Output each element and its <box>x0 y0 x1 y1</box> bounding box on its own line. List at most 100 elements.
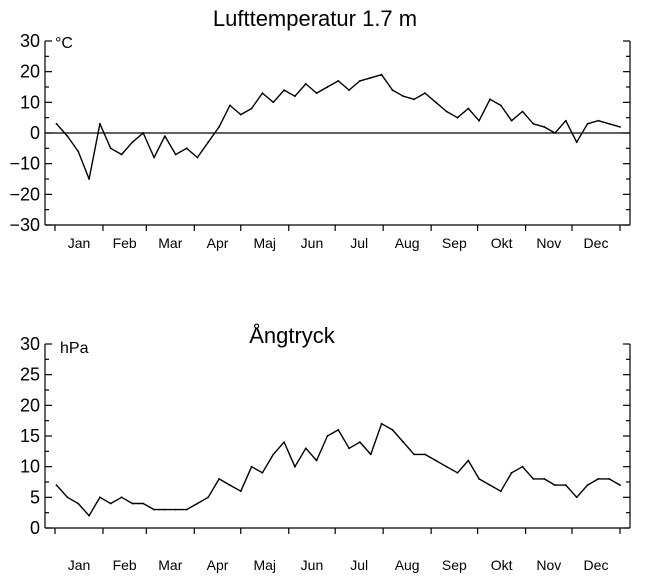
y-tick-label: 10 <box>20 92 40 112</box>
y-tick-label: 0 <box>30 518 40 538</box>
y-tick-label: 15 <box>20 426 40 446</box>
data-point <box>283 441 285 443</box>
data-point <box>131 141 134 144</box>
data-point <box>239 490 242 493</box>
data-point <box>99 496 101 499</box>
data-point <box>413 453 415 456</box>
data-point <box>543 126 546 128</box>
data-point <box>66 496 69 499</box>
data-point <box>489 484 491 486</box>
data-point <box>304 83 307 85</box>
data-point <box>359 80 361 82</box>
data-point <box>499 490 502 493</box>
data-point <box>597 119 600 122</box>
data-point <box>445 110 448 113</box>
data-point <box>326 86 329 88</box>
data-point <box>250 465 253 468</box>
data-point <box>608 478 611 480</box>
data-point <box>153 156 156 159</box>
unit-label: hPa <box>60 340 89 357</box>
data-point <box>109 147 112 150</box>
data-point <box>164 135 166 138</box>
data-point <box>207 496 210 499</box>
data-point <box>456 471 459 474</box>
month-label: Nov <box>536 235 561 251</box>
month-label: Maj <box>253 557 276 573</box>
data-point <box>619 484 621 486</box>
month-label: Jun <box>301 235 324 251</box>
data-point <box>510 471 513 474</box>
data-point <box>164 508 166 511</box>
data-point <box>619 126 621 128</box>
data-point <box>413 98 415 101</box>
data-point <box>499 104 502 107</box>
unit-label: °C <box>55 35 73 52</box>
data-point <box>88 514 90 517</box>
data-point <box>434 101 437 104</box>
data-point <box>99 122 101 125</box>
y-tick-label: 20 <box>20 395 40 415</box>
month-label: Nov <box>536 557 561 573</box>
y-tick-label: 20 <box>20 62 40 82</box>
month-label: Jul <box>350 557 368 573</box>
y-tick-label: 10 <box>20 457 40 477</box>
data-point <box>467 107 470 110</box>
data-point <box>207 141 210 144</box>
data-point <box>304 447 307 450</box>
data-point <box>174 153 177 156</box>
data-point <box>424 453 426 456</box>
data-point <box>608 122 611 125</box>
data-point <box>554 132 556 134</box>
data-point <box>239 113 242 116</box>
month-label: Aug <box>395 235 420 251</box>
data-point <box>586 122 589 125</box>
y-tick-label: 30 <box>20 31 40 51</box>
data-point <box>510 119 513 122</box>
data-point <box>564 484 567 486</box>
data-point <box>218 478 221 480</box>
data-point <box>261 471 264 474</box>
data-point <box>521 465 524 468</box>
data-point <box>142 132 145 134</box>
data-point <box>315 459 318 462</box>
month-label: Aug <box>395 557 420 573</box>
y-tick-label: 0 <box>30 123 40 143</box>
month-label: Okt <box>491 235 513 251</box>
data-point <box>326 435 329 437</box>
data-point <box>597 478 600 480</box>
data-point <box>109 502 112 505</box>
month-label: Maj <box>253 235 276 251</box>
month-label: Feb <box>113 557 137 573</box>
data-point <box>250 107 253 110</box>
y-tick-label: 5 <box>30 487 40 507</box>
data-point <box>185 147 188 150</box>
data-point <box>77 150 80 153</box>
data-point <box>489 98 491 101</box>
data-point <box>261 92 264 94</box>
data-point <box>88 178 90 180</box>
data-point <box>272 101 275 104</box>
y-tick-label: −10 <box>9 154 40 174</box>
data-point <box>315 92 318 94</box>
data-point <box>229 484 231 486</box>
month-label: Dec <box>584 235 609 251</box>
data-point <box>478 478 480 480</box>
data-point <box>283 89 285 91</box>
series-line <box>55 423 621 517</box>
data-point <box>402 441 405 443</box>
data-point <box>142 502 145 505</box>
month-label: Mar <box>158 235 182 251</box>
y-tick-label: 25 <box>20 365 40 385</box>
data-point <box>348 89 350 91</box>
data-point <box>359 441 361 443</box>
data-point <box>586 484 589 486</box>
data-point <box>55 484 58 486</box>
data-point <box>575 141 578 144</box>
month-label: Mar <box>158 557 182 573</box>
data-point <box>77 502 80 505</box>
month-label: Jan <box>68 235 91 251</box>
month-label: Feb <box>113 235 137 251</box>
data-point <box>196 502 199 505</box>
